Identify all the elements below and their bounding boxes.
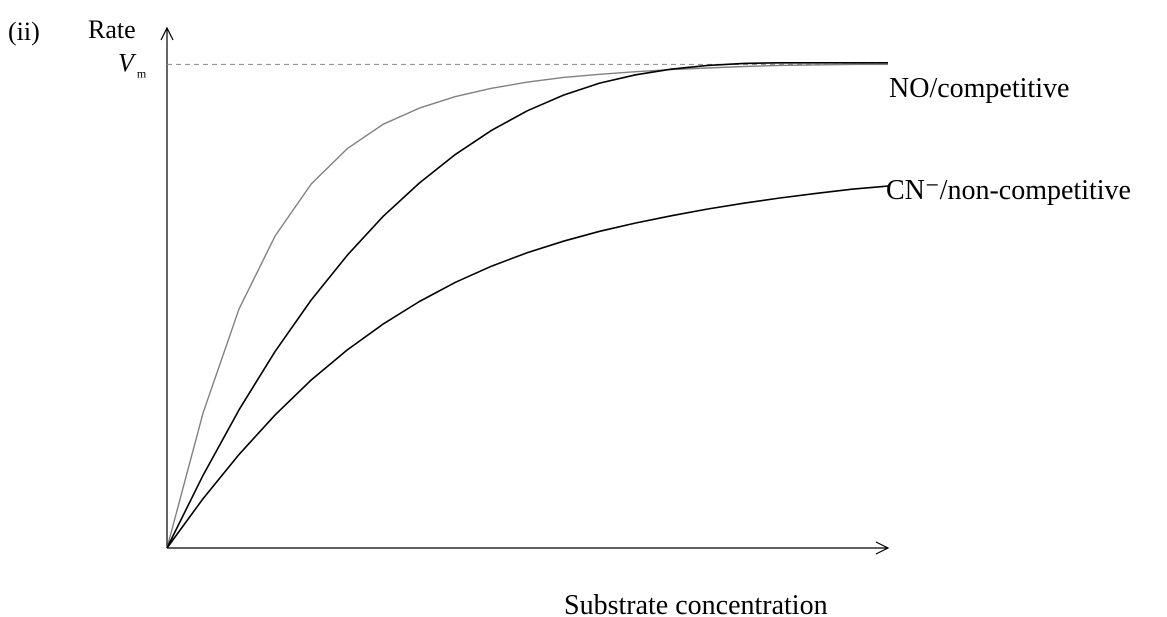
question-label: (ii) [8, 17, 40, 46]
series-label-cn-non-competitive: CN⁻/non-competitive [886, 175, 1131, 206]
series-line-2 [166, 61, 888, 549]
series-layer [166, 61, 889, 549]
series-line-3 [166, 185, 889, 549]
series-line-1 [166, 63, 888, 549]
x-axis-arrowhead [875, 541, 890, 555]
y-axis-label: Rate [88, 15, 136, 44]
x-axis-label: Substrate concentration [564, 590, 828, 617]
y-axis-arrowhead [160, 26, 174, 41]
series-label-no-competitive: NO/competitive [889, 73, 1069, 104]
